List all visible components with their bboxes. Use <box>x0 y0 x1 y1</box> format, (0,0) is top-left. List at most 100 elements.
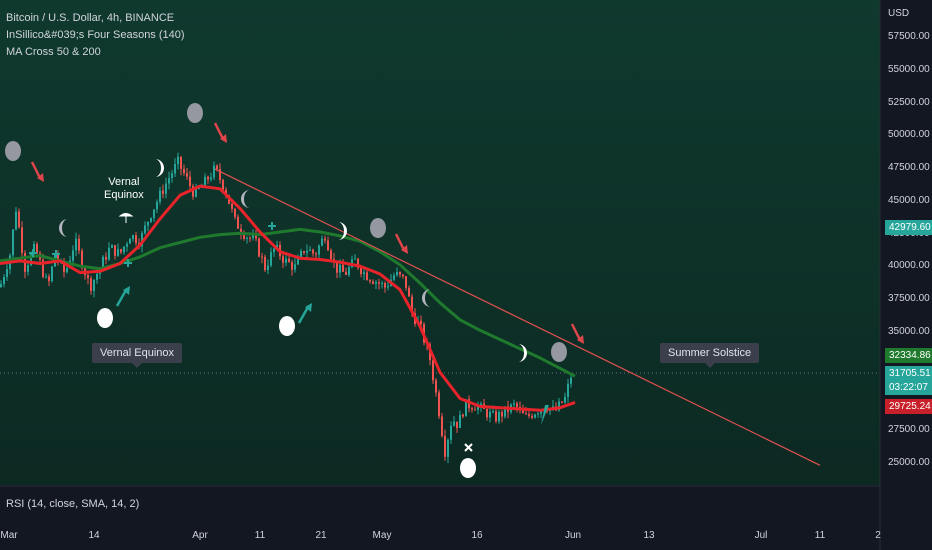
candle-body <box>87 275 89 279</box>
candle-body <box>147 221 149 226</box>
candle-body <box>504 406 506 417</box>
candle-body <box>411 296 413 314</box>
candle-body <box>96 273 98 280</box>
candle-body <box>381 283 383 285</box>
y-tick-label: 47500.00 <box>888 162 930 174</box>
legend-symbol[interactable]: Bitcoin / U.S. Dollar, 4h, BINANCE <box>6 12 175 24</box>
full-moon-icon <box>187 103 203 123</box>
candle-body <box>522 408 524 414</box>
candle-body <box>0 283 2 288</box>
candle-body <box>120 249 122 253</box>
down-arrow-head <box>401 245 408 254</box>
badge-ma-lower: 29725.24 <box>885 399 932 414</box>
candle-body <box>486 408 488 418</box>
crescent-moon-icon <box>338 222 347 240</box>
candle-body <box>219 169 221 180</box>
full-moon-icon <box>279 316 295 336</box>
note-vernal-line-2: Equinox <box>104 189 144 201</box>
price-candles <box>0 152 572 463</box>
candle-body <box>339 264 341 273</box>
candle-body <box>186 173 188 177</box>
trendline <box>214 168 821 466</box>
price-scale-bg <box>880 0 932 550</box>
candle-body <box>288 258 290 263</box>
candle-body <box>255 235 257 239</box>
candle-body <box>558 401 560 411</box>
candle-body <box>240 228 242 234</box>
candle-body <box>324 238 326 241</box>
legend-indicator-ma[interactable]: MA Cross 50 & 200 <box>6 46 101 58</box>
candle-body <box>285 258 287 263</box>
candle-body <box>378 282 380 284</box>
candle-body <box>123 246 125 253</box>
full-moon-icon <box>370 218 386 238</box>
candle-body <box>456 421 458 428</box>
x-tick-label: Jun <box>564 530 582 541</box>
candle-body <box>432 360 434 381</box>
y-tick-label: 55000.00 <box>888 63 930 75</box>
candle-body <box>471 408 473 410</box>
candle-body <box>393 275 395 280</box>
x-tick-label: 11 <box>814 530 826 541</box>
full-moon-icon <box>460 458 476 478</box>
crescent-moon-icon <box>241 190 250 208</box>
candle-body <box>210 177 212 180</box>
y-tick-label: 50000.00 <box>888 129 930 141</box>
x-tick-label: 21 <box>315 530 327 541</box>
candle-body <box>387 286 389 288</box>
candle-body <box>369 280 371 282</box>
rsi-legend[interactable]: RSI (14, close, SMA, 14, 2) <box>6 498 140 510</box>
down-arrow <box>570 323 582 341</box>
down-arrow <box>394 233 406 251</box>
legend-indicator-seasons[interactable]: InSillico&#039;s Four Seasons (140) <box>6 29 185 41</box>
candle-body <box>345 271 347 275</box>
candle-body <box>165 183 167 194</box>
candle-body <box>111 245 113 248</box>
badge-countdown: 03:22:07 <box>885 380 932 395</box>
crescent-moon-icon <box>518 344 527 362</box>
candle-body <box>36 243 38 254</box>
candle-body <box>222 179 224 190</box>
annotation-marks <box>5 103 584 478</box>
candle-body <box>420 320 422 325</box>
candle-body <box>435 380 437 393</box>
candle-body <box>282 256 284 263</box>
candle-body <box>516 403 518 407</box>
candle-body <box>438 392 440 417</box>
candle-body <box>273 248 275 253</box>
candle-body <box>375 282 377 284</box>
candle-body <box>225 189 227 195</box>
candle-body <box>252 235 254 239</box>
candle-body <box>234 208 236 217</box>
candle-body <box>468 399 470 409</box>
candle-body <box>75 238 77 251</box>
candle-body <box>321 238 323 246</box>
candle-body <box>180 156 182 169</box>
x-tick-label: Jul <box>754 530 768 541</box>
y-tick-label: 52500.00 <box>888 96 930 108</box>
candle-body <box>360 267 362 274</box>
candle-body <box>81 250 83 269</box>
candle-body <box>66 267 68 273</box>
candle-body <box>150 217 152 222</box>
up-arrow-head <box>305 303 312 312</box>
up-arrow <box>297 306 310 324</box>
candle-body <box>501 412 503 417</box>
callout-vernal-equinox: Vernal Equinox <box>92 343 182 368</box>
candle-body <box>195 188 197 197</box>
candle-body <box>90 278 92 291</box>
candle-body <box>198 187 200 189</box>
candle-body <box>525 413 527 415</box>
candle-body <box>48 276 50 282</box>
note-vernal-line-1: Vernal <box>108 176 140 188</box>
candle-body <box>528 414 530 416</box>
candle-body <box>231 203 233 209</box>
candle-body <box>177 156 179 165</box>
candle-body <box>459 414 461 428</box>
x-tick-label: 11 <box>254 530 266 541</box>
umbrella-icon <box>118 213 134 223</box>
candle-body <box>453 421 455 426</box>
candle-body <box>258 238 260 257</box>
candle-body <box>444 436 446 457</box>
